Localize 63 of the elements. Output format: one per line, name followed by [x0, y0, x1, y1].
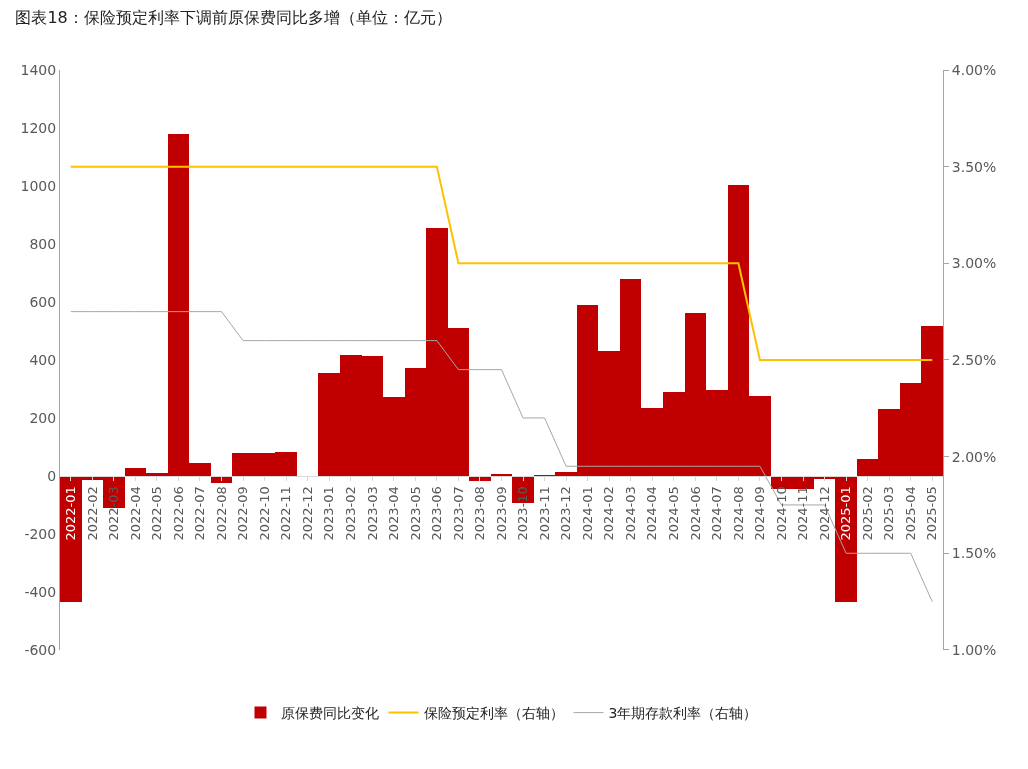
x-tick-label: 2022-06 — [170, 486, 186, 541]
x-tick-label: 2023-09 — [493, 486, 509, 541]
x-tick-label: 2024-07 — [709, 486, 725, 541]
y2-tick-label: 2.00% — [951, 448, 997, 465]
y2-tick-label: 1.00% — [951, 641, 997, 658]
y-tick-label: 600 — [29, 293, 57, 310]
y-tick-label: -400 — [24, 583, 57, 600]
y-tick-label: 1400 — [20, 61, 57, 78]
x-tick-label: 2022-10 — [256, 486, 272, 541]
legend-label: 3年期存款利率（右轴） — [608, 705, 758, 722]
x-tick-label: 2025-02 — [859, 486, 875, 541]
y-tick-label: 800 — [29, 235, 57, 252]
y-tick-label: 1200 — [20, 119, 57, 136]
y-tick-label: -200 — [24, 525, 57, 542]
x-tick-label: 2024-03 — [622, 486, 638, 541]
x-tick-label: 2023-08 — [472, 486, 488, 541]
x-tick-label: 2023-12 — [558, 486, 574, 541]
x-tick-label: 2025-05 — [924, 486, 940, 541]
x-tick-label: 2025-04 — [902, 486, 918, 541]
y-tick-label: 0 — [47, 467, 57, 484]
x-tick-label: 2023-04 — [386, 486, 402, 541]
x-tick-label: 2025-03 — [881, 486, 897, 541]
x-tick-label: 2023-02 — [342, 486, 358, 541]
y-tick-label: 200 — [29, 409, 57, 426]
x-tick-label: 2022-12 — [299, 486, 315, 541]
y2-tick-label: 4.00% — [951, 61, 997, 78]
x-tick-label: 2023-07 — [450, 486, 466, 541]
x-tick-label: 2024-05 — [666, 486, 682, 541]
x-tick-label: 2022-04 — [127, 486, 143, 541]
x-tick-label: 2024-01 — [579, 486, 595, 541]
x-tick-label: 2024-12 — [816, 486, 832, 541]
y-tick-label: 1000 — [20, 177, 57, 194]
legend-label: 保险预定利率（右轴） — [423, 705, 564, 722]
x-tick-label: 2022-02 — [84, 486, 100, 541]
y2-tick-label: 3.50% — [951, 158, 997, 175]
x-tick-label: 2022-03 — [106, 486, 122, 541]
x-tick-label: 2023-10 — [515, 486, 531, 541]
x-tick-label: 2024-09 — [752, 486, 768, 541]
x-tick-label: 2022-05 — [149, 486, 165, 541]
chart-title: 图表18：保险预定利率下调前原保费同比多增（单位：亿元） — [15, 7, 452, 27]
y2-tick-label: 3.00% — [951, 255, 997, 272]
x-tick-label: 2022-08 — [213, 486, 229, 541]
x-tick-label: 2022-09 — [235, 486, 251, 541]
x-tick-label: 2022-01 — [62, 486, 78, 541]
y-tick-label: 400 — [29, 351, 57, 368]
x-tick-label: 2023-06 — [429, 486, 445, 541]
x-tick-label: 2023-01 — [321, 486, 337, 541]
y2-tick-label: 1.50% — [951, 545, 997, 562]
x-tick-label: 2022-11 — [278, 486, 294, 541]
legend-label: 原保费同比变化 — [280, 705, 379, 722]
x-tick-label: 2023-11 — [536, 486, 552, 541]
x-tick-label: 2024-02 — [601, 486, 617, 541]
y-tick-label: -600 — [24, 641, 57, 658]
x-tick-label: 2024-08 — [730, 486, 746, 541]
x-tick-label: 2024-06 — [687, 486, 703, 541]
x-tick-label: 2025-01 — [838, 486, 854, 541]
y2-tick-label: 2.50% — [951, 351, 997, 368]
x-tick-label: 2022-07 — [192, 486, 208, 541]
x-tick-label: 2023-05 — [407, 486, 423, 541]
x-tick-label: 2024-04 — [644, 486, 660, 541]
x-tick-label: 2024-10 — [773, 486, 789, 541]
x-tick-label: 2024-11 — [795, 486, 811, 541]
x-tick-label: 2023-03 — [364, 486, 380, 541]
